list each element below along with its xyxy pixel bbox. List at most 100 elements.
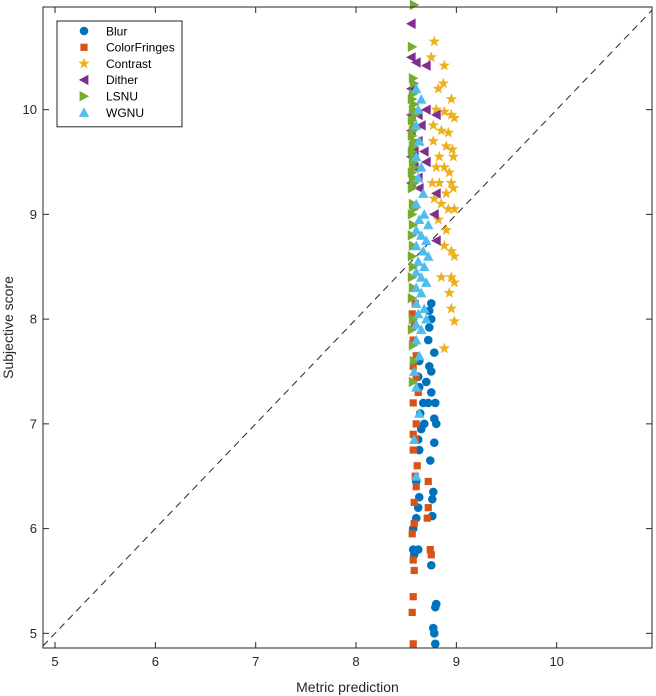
x-tick-label: 10 (549, 654, 563, 669)
data-point-blur (429, 438, 439, 448)
data-point-colorfringes (409, 362, 417, 370)
data-point-lsnu (408, 219, 419, 231)
data-point-blur (413, 545, 423, 554)
x-tick-label: 9 (453, 654, 460, 669)
data-point-colorfringes (410, 498, 418, 507)
data-point-blur (423, 335, 433, 345)
data-point-lsnu (407, 324, 418, 335)
data-point-wgnu (418, 245, 429, 256)
data-point-blur (430, 398, 440, 408)
data-point-blur (426, 560, 436, 570)
data-point-contrast (433, 150, 446, 162)
legend-marker-contrast (78, 57, 90, 69)
data-point-blur (428, 623, 438, 633)
data-point-colorfringes (409, 399, 417, 407)
data-point-contrast (427, 119, 439, 131)
data-point-wgnu (418, 188, 429, 198)
data-point-wgnu (419, 303, 430, 314)
data-point-dither (429, 209, 439, 220)
data-point-wgnu (413, 308, 424, 319)
data-point-lsnu (407, 272, 418, 283)
data-point-wgnu (423, 251, 434, 261)
data-point-colorfringes (412, 483, 420, 491)
data-point-lsnu (408, 261, 419, 272)
data-point-wgnu (413, 256, 424, 266)
data-point-wgnu (414, 350, 425, 361)
data-point-contrast (440, 140, 453, 152)
data-point-wgnu (411, 240, 422, 251)
data-point-colorfringes (413, 462, 421, 470)
data-point-contrast (445, 93, 458, 105)
data-point-contrast (430, 103, 442, 115)
data-point-contrast (435, 271, 448, 283)
data-point-wgnu (416, 272, 427, 282)
y-tick-label: 10 (23, 102, 37, 117)
data-point-dither (411, 57, 421, 68)
data-point-wgnu (411, 266, 422, 277)
data-point-dither (421, 156, 431, 168)
data-point-blur (424, 323, 434, 332)
data-point-wgnu (411, 282, 422, 293)
legend-marker-colorfringes (80, 43, 88, 51)
identity-reference-line (42, 9, 653, 647)
data-point-blur (414, 445, 424, 455)
data-point-contrast (435, 197, 448, 209)
data-point-lsnu (409, 0, 420, 11)
x-axis-label: Metric prediction (296, 679, 399, 695)
data-point-wgnu (416, 287, 427, 298)
data-point-contrast (447, 150, 460, 162)
data-point-contrast (430, 161, 442, 173)
data-point-colorfringes (408, 608, 416, 616)
data-point-dither (406, 18, 416, 29)
legend-label-contrast: Contrast (106, 57, 152, 71)
data-point-contrast (448, 276, 461, 288)
data-point-contrast (448, 112, 461, 123)
data-point-blur (429, 414, 439, 423)
data-point-contrast (448, 315, 461, 327)
data-point-contrast (448, 203, 461, 214)
data-point-contrast (445, 271, 458, 283)
data-point-wgnu (411, 334, 422, 345)
data-point-wgnu (411, 319, 422, 329)
data-point-lsnu (407, 251, 418, 262)
data-point-blur (425, 456, 435, 465)
data-point-wgnu (421, 235, 432, 245)
data-point-contrast (426, 176, 438, 188)
data-point-colorfringes (424, 504, 432, 512)
data-point-contrast (425, 51, 437, 63)
data-point-lsnu (408, 340, 419, 351)
data-point-colorfringes (409, 336, 417, 344)
x-tick-label: 8 (352, 654, 359, 669)
legend-marker-wgnu (78, 107, 90, 117)
data-point-lsnu (407, 209, 418, 220)
data-point-dither (419, 146, 429, 157)
data-point-contrast (438, 161, 451, 173)
data-point-wgnu (411, 382, 422, 392)
data-point-contrast (445, 108, 458, 120)
y-tick-label: 7 (30, 416, 37, 431)
data-point-wgnu (416, 230, 427, 240)
data-point-contrast (437, 77, 450, 89)
data-point-blur (419, 419, 429, 429)
data-point-colorfringes (414, 388, 422, 397)
data-point-contrast (445, 245, 458, 256)
data-point-blur (423, 398, 433, 408)
data-point-wgnu (419, 261, 430, 272)
data-point-wgnu (414, 135, 425, 146)
data-point-blur (421, 377, 431, 387)
legend-label-dither: Dither (106, 73, 138, 87)
x-tick-label: 6 (152, 654, 159, 669)
data-point-lsnu (407, 292, 418, 304)
series-wgnu (409, 83, 434, 481)
data-point-dither (414, 183, 424, 194)
data-point-contrast (440, 224, 453, 235)
data-point-blur (430, 639, 440, 649)
data-point-dither (431, 235, 441, 246)
legend-box (56, 20, 183, 128)
data-point-dither (431, 109, 441, 121)
data-point-lsnu (409, 355, 420, 367)
data-point-wgnu (413, 172, 424, 183)
reference-line-layer (42, 9, 653, 647)
